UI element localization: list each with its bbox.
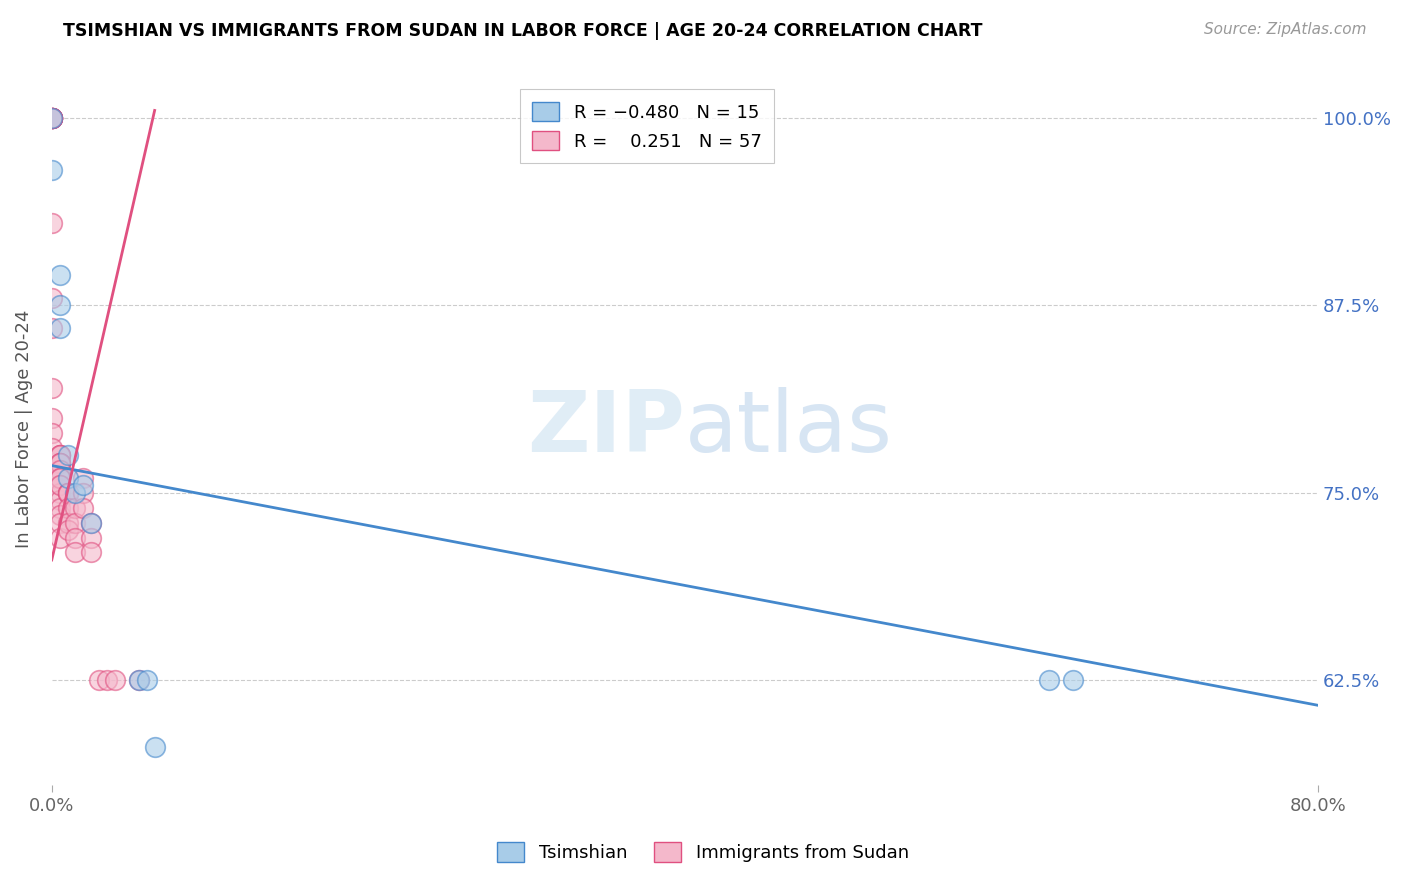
- Point: [41, 320, 63, 334]
- Point: [56, 485, 79, 500]
- Point: [48, 456, 70, 470]
- Point: [56, 470, 79, 484]
- Point: [72, 470, 94, 484]
- Point: [41, 111, 63, 125]
- Point: [41, 381, 63, 395]
- Point: [48, 493, 70, 508]
- Point: [41, 291, 63, 305]
- Point: [41, 111, 63, 125]
- Legend: Tsimshian, Immigrants from Sudan: Tsimshian, Immigrants from Sudan: [489, 835, 917, 870]
- Point: [41, 463, 63, 477]
- Point: [65, 531, 87, 545]
- Point: [56, 523, 79, 537]
- Point: [41, 111, 63, 125]
- Point: [72, 500, 94, 515]
- Point: [104, 673, 127, 687]
- Point: [56, 485, 79, 500]
- Point: [96, 673, 118, 687]
- Point: [41, 111, 63, 125]
- Point: [48, 448, 70, 462]
- Point: [41, 216, 63, 230]
- Point: [48, 320, 70, 334]
- Point: [48, 456, 70, 470]
- Point: [48, 463, 70, 477]
- Point: [80, 516, 103, 530]
- Point: [41, 111, 63, 125]
- Point: [80, 531, 103, 545]
- Point: [72, 485, 94, 500]
- Point: [48, 500, 70, 515]
- Text: atlas: atlas: [685, 387, 893, 470]
- Point: [41, 111, 63, 125]
- Point: [65, 485, 87, 500]
- Point: [48, 485, 70, 500]
- Point: [48, 448, 70, 462]
- Point: [80, 545, 103, 559]
- Point: [48, 478, 70, 492]
- Point: [48, 456, 70, 470]
- Point: [41, 425, 63, 440]
- Point: [1038, 673, 1060, 687]
- Point: [128, 673, 150, 687]
- Point: [48, 448, 70, 462]
- Text: Source: ZipAtlas.com: Source: ZipAtlas.com: [1204, 22, 1367, 37]
- Point: [48, 508, 70, 522]
- Point: [56, 500, 79, 515]
- Point: [65, 500, 87, 515]
- Point: [41, 111, 63, 125]
- Point: [48, 470, 70, 484]
- Point: [41, 410, 63, 425]
- Legend: R = −0.480   N = 15, R =    0.251   N = 57: R = −0.480 N = 15, R = 0.251 N = 57: [520, 89, 775, 163]
- Point: [135, 673, 157, 687]
- Point: [41, 470, 63, 484]
- Point: [1062, 673, 1084, 687]
- Point: [56, 516, 79, 530]
- Point: [143, 740, 166, 755]
- Point: [41, 111, 63, 125]
- Point: [48, 531, 70, 545]
- Point: [41, 111, 63, 125]
- Point: [48, 470, 70, 484]
- Point: [56, 448, 79, 462]
- Point: [65, 516, 87, 530]
- Point: [89, 673, 111, 687]
- Point: [48, 516, 70, 530]
- Point: [48, 298, 70, 312]
- Y-axis label: In Labor Force | Age 20-24: In Labor Force | Age 20-24: [15, 310, 32, 548]
- Point: [41, 111, 63, 125]
- Text: TSIMSHIAN VS IMMIGRANTS FROM SUDAN IN LABOR FORCE | AGE 20-24 CORRELATION CHART: TSIMSHIAN VS IMMIGRANTS FROM SUDAN IN LA…: [63, 22, 983, 40]
- Point: [48, 268, 70, 283]
- Point: [41, 456, 63, 470]
- Text: ZIP: ZIP: [527, 387, 685, 470]
- Point: [48, 478, 70, 492]
- Point: [128, 673, 150, 687]
- Point: [41, 111, 63, 125]
- Point: [41, 441, 63, 455]
- Point: [80, 516, 103, 530]
- Point: [41, 163, 63, 178]
- Point: [72, 478, 94, 492]
- Point: [65, 545, 87, 559]
- Point: [56, 485, 79, 500]
